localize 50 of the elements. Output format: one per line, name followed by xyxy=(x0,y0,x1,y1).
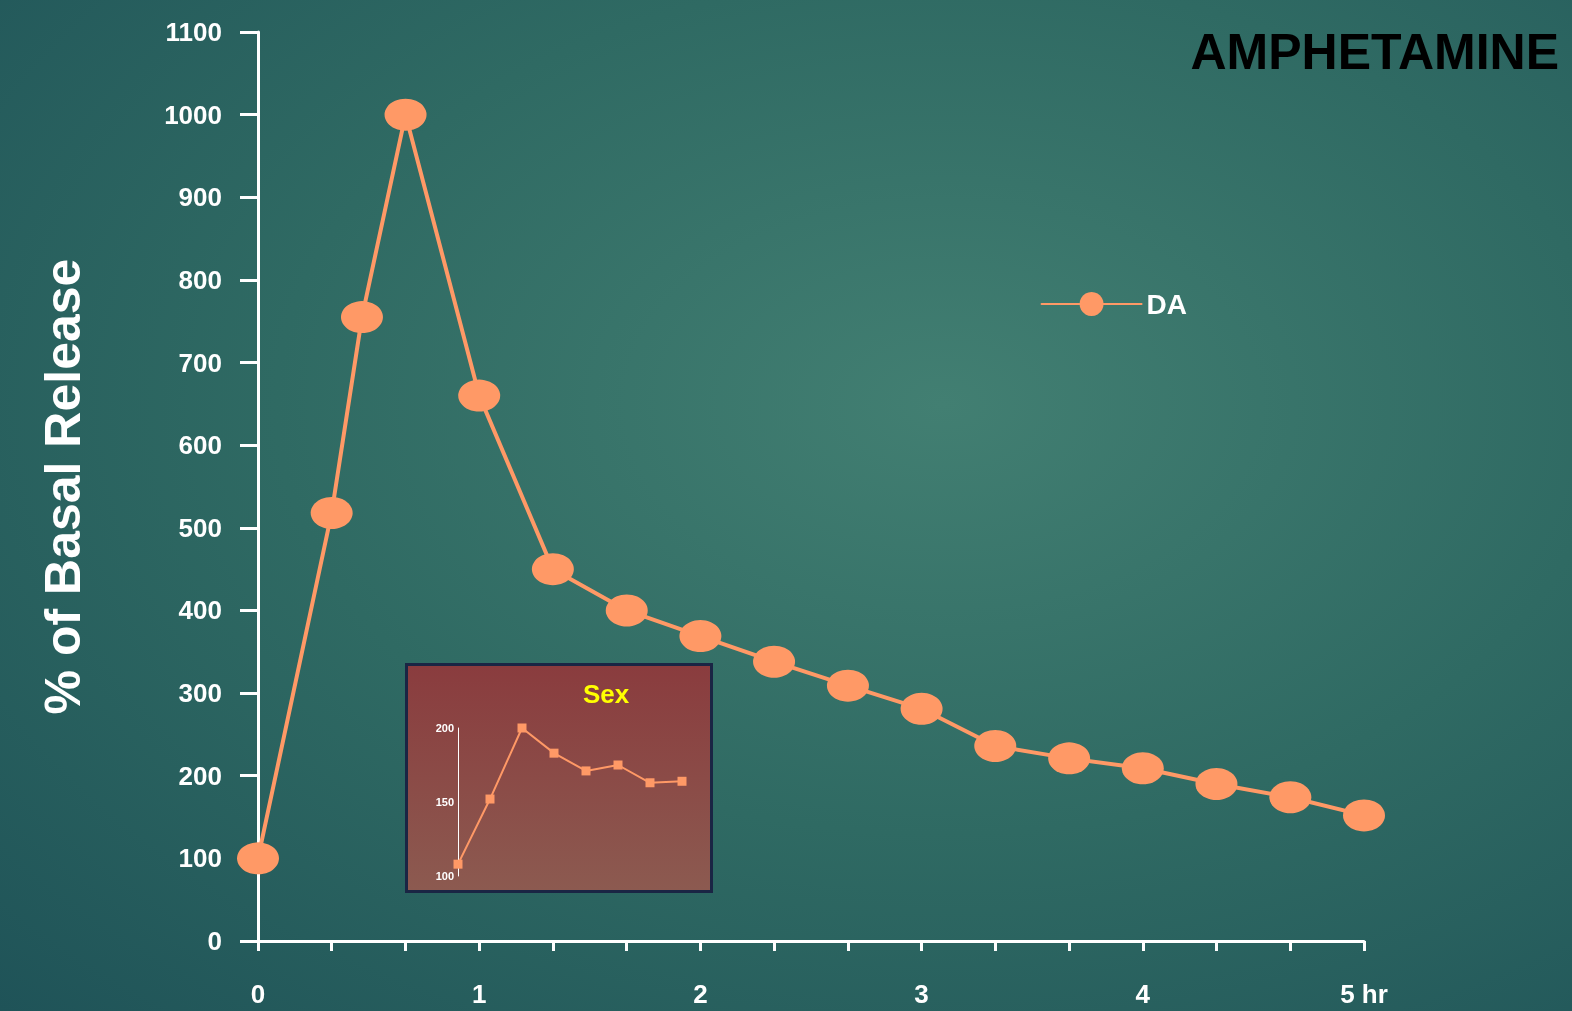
y-tick-label: 1000 xyxy=(164,99,222,130)
x-tick-label: 2 xyxy=(693,979,708,1009)
point xyxy=(1343,799,1385,832)
point xyxy=(900,692,943,725)
y-tick-label: 800 xyxy=(178,264,222,295)
y-tick-label: 400 xyxy=(178,595,222,626)
point xyxy=(645,778,655,788)
y-axis-title: % of Basal Release xyxy=(35,258,91,715)
y-tick-label: 100 xyxy=(178,843,222,874)
y-tick-label: 0 xyxy=(207,926,222,956)
y-tick-label: 900 xyxy=(178,182,222,213)
x-tick-label: 3 xyxy=(914,979,929,1009)
point xyxy=(237,842,279,875)
point xyxy=(677,776,687,786)
y-tick-label: 600 xyxy=(178,430,222,461)
point xyxy=(549,748,559,758)
point xyxy=(341,301,383,334)
point xyxy=(1121,752,1164,785)
point xyxy=(517,723,527,733)
y-tick-label: 100 xyxy=(435,870,454,882)
point xyxy=(613,760,623,770)
point xyxy=(753,645,796,678)
y-tick-label: 200 xyxy=(178,760,222,791)
point xyxy=(1269,781,1312,814)
point xyxy=(310,496,353,529)
x-tick-label: 5 hr xyxy=(1340,979,1388,1009)
y-tick-label: 1100 xyxy=(165,17,222,47)
point xyxy=(826,669,869,702)
y-tick-label: 150 xyxy=(435,796,454,808)
point xyxy=(453,859,463,869)
y-tick-label: 700 xyxy=(178,347,222,378)
point xyxy=(679,620,722,653)
point xyxy=(458,379,501,412)
y-tick-label: 200 xyxy=(435,722,454,734)
y-tick-label: 300 xyxy=(178,678,222,709)
chart-title: AMPHETAMINE xyxy=(1190,24,1560,80)
x-tick-label: 1 xyxy=(471,979,487,1009)
y-tick-label: 500 xyxy=(178,512,222,543)
x-tick-label: 4 xyxy=(1135,979,1151,1009)
point xyxy=(384,98,427,131)
point xyxy=(605,594,648,627)
point xyxy=(1195,768,1238,800)
point xyxy=(485,794,495,804)
legend-label: DA xyxy=(1146,288,1188,320)
x-tick-label: 0 xyxy=(250,979,266,1009)
point xyxy=(1048,742,1091,775)
point xyxy=(974,729,1017,762)
point xyxy=(531,553,574,586)
point xyxy=(581,766,591,776)
chart-title: Sex xyxy=(583,679,630,709)
